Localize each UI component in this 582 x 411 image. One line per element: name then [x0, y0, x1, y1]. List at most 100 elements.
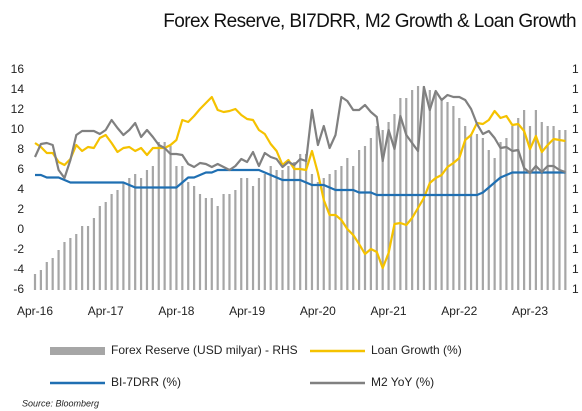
- bar: [334, 170, 337, 290]
- x-tick-label: Apr-17: [88, 304, 124, 318]
- line: [33, 85, 566, 180]
- y2-tick-label: 1: [572, 182, 579, 196]
- bar: [493, 158, 496, 290]
- bar: [499, 142, 502, 290]
- x-tick-label: Apr-22: [441, 304, 477, 318]
- bar: [469, 134, 473, 290]
- x-tick-label: Apr-18: [158, 304, 194, 318]
- y2-tick-label: 1: [572, 282, 579, 296]
- y2-tick-label: 1: [572, 262, 579, 276]
- bar: [487, 150, 490, 290]
- bar: [564, 130, 567, 290]
- bar: [251, 186, 255, 290]
- bar: [340, 166, 343, 290]
- bar: [116, 190, 119, 290]
- bar: [263, 174, 266, 290]
- legend-label: M2 YoY (%): [371, 375, 434, 389]
- bar: [81, 226, 84, 290]
- y2-tick-label: 1: [572, 202, 579, 216]
- y2-tick-label: 1: [572, 242, 579, 256]
- bar: [75, 234, 78, 290]
- y2-tick-label: 1: [572, 62, 579, 76]
- bar: [122, 182, 125, 290]
- bar: [523, 110, 526, 290]
- bar: [193, 186, 196, 290]
- bar: [175, 166, 178, 290]
- y2-tick-label: 1: [572, 142, 579, 156]
- bar: [63, 242, 66, 290]
- bar: [110, 194, 113, 290]
- legend-swatch: [50, 347, 105, 355]
- y-tick-label: 6: [17, 162, 24, 176]
- y2-tick-label: 1: [572, 162, 579, 176]
- bar: [304, 154, 308, 290]
- bar: [428, 90, 431, 290]
- y2-tick-label: 1: [572, 102, 579, 116]
- bar: [299, 154, 302, 290]
- bar: [528, 126, 532, 290]
- bar: [228, 194, 231, 290]
- bar: [310, 174, 314, 290]
- bar: [546, 126, 549, 290]
- bar: [534, 110, 537, 290]
- bar: [151, 166, 154, 290]
- bar: [434, 94, 437, 290]
- bar: [411, 90, 414, 290]
- bar: [57, 250, 60, 290]
- bar: [393, 114, 396, 290]
- x-tick-label: Apr-23: [512, 304, 548, 318]
- bar: [281, 170, 284, 290]
- bar: [481, 138, 484, 290]
- bar: [475, 134, 479, 290]
- x-tick-label: Apr-21: [371, 304, 407, 318]
- bar: [369, 138, 372, 290]
- y-tick-label: -6: [13, 282, 24, 296]
- y-tick-label: 0: [17, 222, 24, 236]
- bar: [387, 122, 390, 290]
- chart-title: Forex Reserve, BI7DRR, M2 Growth & Loan …: [163, 11, 576, 32]
- bar: [204, 198, 207, 290]
- x-tick-label: Apr-19: [229, 304, 265, 318]
- bar: [187, 182, 190, 290]
- bar: [198, 194, 202, 290]
- bar: [346, 158, 349, 290]
- bar: [540, 122, 543, 290]
- bar: [86, 226, 90, 290]
- bar: [33, 274, 37, 290]
- bar: [269, 166, 272, 290]
- bar: [464, 126, 467, 290]
- bar: [322, 178, 325, 290]
- bar: [222, 194, 225, 290]
- bar: [257, 178, 261, 290]
- bar: [511, 126, 514, 290]
- y-tick-label: 2: [17, 202, 24, 216]
- bar: [458, 118, 461, 290]
- bar: [139, 178, 143, 290]
- legend-label: Forex Reserve (USD milyar) - RHS: [111, 343, 298, 357]
- bar: [45, 262, 48, 290]
- bar: [145, 170, 149, 290]
- y2-tick-label: 1: [572, 82, 579, 96]
- bar: [39, 270, 42, 290]
- y-tick-label: 8: [17, 142, 24, 156]
- legend-label: BI-7DRR (%): [111, 375, 181, 389]
- bar: [328, 174, 331, 290]
- bar: [216, 206, 219, 290]
- bar: [552, 126, 555, 290]
- bar: [287, 166, 290, 290]
- y-tick-label: 14: [11, 82, 25, 96]
- bar: [352, 166, 355, 290]
- bar: [375, 126, 378, 290]
- bar: [517, 118, 520, 290]
- bar: [181, 166, 184, 290]
- bar: [240, 178, 243, 290]
- bar: [234, 190, 237, 290]
- bar: [358, 150, 361, 290]
- y2-tick-label: 1: [572, 122, 579, 136]
- bar: [452, 106, 455, 290]
- y-tick-label: 10: [11, 122, 25, 136]
- legend-label: Loan Growth (%): [371, 343, 462, 357]
- bar: [363, 146, 367, 290]
- bar: [163, 142, 166, 290]
